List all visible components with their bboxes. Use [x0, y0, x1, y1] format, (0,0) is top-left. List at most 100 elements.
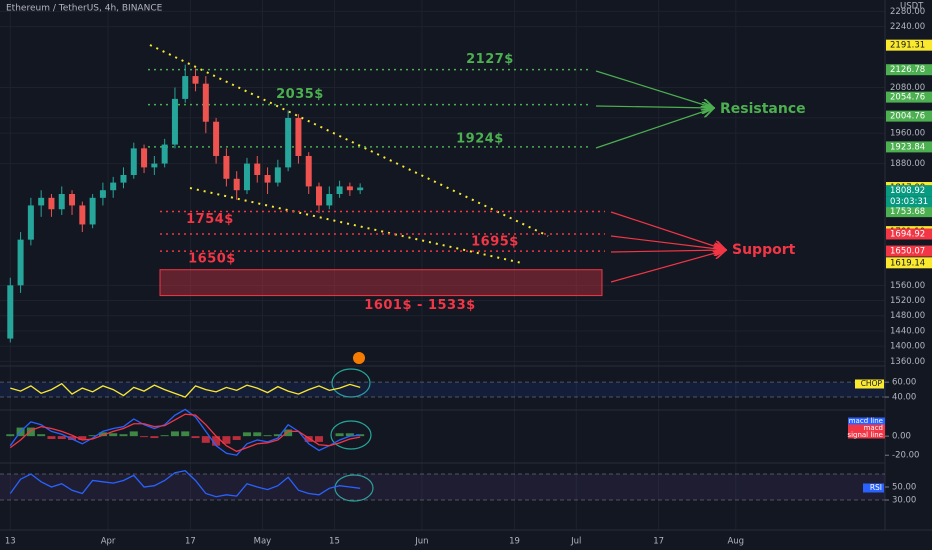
currency: USDT: [900, 2, 924, 12]
histogram-bar: [37, 434, 46, 437]
histogram-bar: [304, 436, 313, 442]
price-label-box: [886, 39, 932, 51]
grid: [0, 0, 885, 530]
price-label: 2191.31: [890, 41, 925, 51]
histogram-bar: [68, 436, 77, 440]
price-label: 1619.14: [890, 258, 925, 268]
histogram-bar: [47, 436, 56, 440]
x-tick-label: 17: [653, 537, 664, 547]
indicator-tag-box: [855, 379, 884, 389]
candle-body: [264, 174, 271, 183]
legend-label: macd: [864, 424, 883, 432]
y-tick-label: 1960.00: [890, 129, 925, 139]
band-fill: [0, 382, 885, 398]
histogram-bar: [181, 431, 190, 437]
highlight-circle: [334, 474, 374, 502]
candle-body: [69, 194, 76, 206]
candle-body: [38, 197, 45, 206]
candle-body: [151, 163, 158, 168]
candle-body: [233, 178, 240, 191]
candle-body: [7, 285, 14, 339]
y-tick-label: 1520.00: [890, 296, 925, 306]
histogram-bar: [242, 432, 251, 437]
price-label-box: [886, 257, 932, 269]
candle-body: [27, 205, 34, 240]
x-tick-label: 13: [5, 537, 16, 547]
y-tick-label: 1440.00: [890, 326, 925, 336]
histogram-bar: [212, 436, 221, 446]
indicator-line: [9, 408, 361, 456]
histogram-bar: [315, 436, 324, 442]
legend-box: [848, 417, 885, 425]
y-tick-label: 60.00: [892, 378, 916, 388]
candle-body: [357, 187, 364, 191]
histogram-bar: [150, 436, 159, 439]
histogram-bar: [253, 432, 262, 437]
histogram-bar: [57, 436, 66, 440]
x-tick-label: 17: [185, 537, 196, 547]
histogram-bar: [109, 433, 118, 437]
histogram-bar: [263, 435, 272, 437]
chart-title: Ethereum / TetherUS, 4h, BINANCE: [6, 4, 163, 14]
y-tick-label: 40.00: [892, 393, 916, 403]
price-label-box: [886, 64, 932, 76]
histogram-bar: [356, 434, 365, 437]
candle-body: [254, 163, 261, 175]
candle-body: [274, 167, 281, 183]
level-label: 2127$: [466, 52, 514, 67]
legend-label: signal line: [847, 431, 883, 439]
level-label: 1650$: [188, 252, 236, 267]
support-arrows: [610, 211, 726, 283]
candle-body: [316, 186, 323, 206]
candle-body: [182, 76, 189, 99]
histogram-bar: [88, 435, 97, 437]
price-label: 2126.78: [890, 65, 925, 75]
indicator-tag-box: [863, 483, 884, 493]
level-label: 1924$: [456, 131, 504, 146]
resistance-arrows: [595, 70, 714, 149]
y-tick-label: 50.00: [892, 483, 916, 493]
histogram-bar: [273, 434, 282, 437]
candle-body: [17, 239, 24, 286]
y-tick-label: 0.00: [892, 432, 911, 442]
x-tick-label: Apr: [101, 537, 116, 547]
y-tick-label: 1480.00: [890, 311, 925, 321]
candle-body: [110, 182, 117, 191]
histogram-bar: [170, 431, 179, 437]
legend-box: [848, 431, 885, 439]
countdown: 03:03:31: [890, 197, 928, 207]
price-label: 2054.76: [890, 93, 925, 103]
level-label: 2035$: [276, 87, 324, 102]
candle-body: [120, 174, 127, 183]
candle-body: [58, 194, 65, 210]
candle-body: [305, 155, 312, 187]
trend-line: [189, 187, 523, 264]
y-tick-label: 1880.00: [890, 159, 925, 169]
y-tick-label: 1560.00: [890, 281, 925, 291]
price-label: 1808.92: [890, 186, 925, 196]
candle-body: [336, 186, 343, 195]
zone-label: 1601$ - 1533$: [364, 298, 475, 313]
histogram-bar: [98, 432, 107, 437]
candle-body: [326, 194, 333, 206]
x-tick-label: Jun: [414, 537, 428, 547]
candle-body: [141, 148, 148, 168]
y-tick-label: 30.00: [892, 496, 916, 506]
histogram-bar: [232, 436, 241, 440]
candle-body: [285, 117, 292, 168]
price-label-box: [886, 245, 932, 257]
highlight-circle: [330, 420, 372, 450]
y-tick-label: 2240.00: [890, 22, 925, 32]
support-zone: [159, 269, 603, 297]
candle-body: [223, 155, 230, 179]
candle-body: [202, 83, 209, 122]
candle-body: [243, 163, 250, 191]
event-icon[interactable]: [353, 352, 365, 364]
price-label-box: [886, 228, 932, 240]
histogram-bar: [140, 436, 149, 438]
x-tick-label: Aug: [727, 537, 744, 547]
candle-body: [130, 148, 137, 175]
x-tick-label: Jul: [570, 537, 581, 547]
price-label: 2004.76: [890, 112, 925, 122]
